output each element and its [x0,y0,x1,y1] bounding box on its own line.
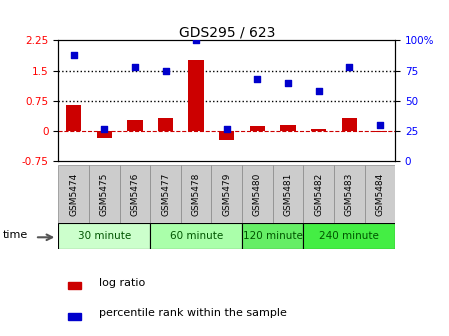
Bar [127,120,143,131]
FancyBboxPatch shape [242,165,273,223]
Bar [250,126,265,131]
Bar [97,131,112,138]
Text: 240 minute: 240 minute [319,231,379,241]
Text: 120 minute: 120 minute [243,231,303,241]
Point [193,38,200,43]
Point [131,64,138,70]
Point [315,88,322,94]
FancyBboxPatch shape [150,223,242,249]
Point [346,64,353,70]
Title: GDS295 / 623: GDS295 / 623 [179,25,275,39]
Point [284,80,291,85]
Text: GSM5476: GSM5476 [130,172,139,216]
Point [254,76,261,82]
FancyBboxPatch shape [150,165,181,223]
FancyBboxPatch shape [58,165,89,223]
Bar [342,118,357,131]
Text: GSM5477: GSM5477 [161,172,170,216]
Point [162,68,169,73]
Text: GSM5478: GSM5478 [192,172,201,216]
FancyBboxPatch shape [242,223,303,249]
Bar [68,312,81,320]
FancyBboxPatch shape [365,165,395,223]
Text: GSM5474: GSM5474 [69,172,78,216]
Text: percentile rank within the sample: percentile rank within the sample [99,308,286,319]
Point [70,52,77,57]
FancyBboxPatch shape [211,165,242,223]
FancyBboxPatch shape [58,223,150,249]
Bar [311,129,326,131]
Point [101,126,108,131]
Text: GSM5480: GSM5480 [253,172,262,216]
Bar [189,60,204,131]
Point [223,126,230,131]
Bar [372,131,387,132]
Text: 30 minute: 30 minute [78,231,131,241]
Bar [158,118,173,131]
Text: log ratio: log ratio [99,278,145,288]
Text: GSM5479: GSM5479 [222,172,231,216]
Text: GSM5484: GSM5484 [375,172,384,216]
Text: GSM5482: GSM5482 [314,172,323,216]
Text: 60 minute: 60 minute [170,231,223,241]
Bar [219,131,234,140]
FancyBboxPatch shape [119,165,150,223]
Text: GSM5475: GSM5475 [100,172,109,216]
FancyBboxPatch shape [89,165,119,223]
Point [376,122,383,128]
Text: GSM5481: GSM5481 [283,172,292,216]
Text: GSM5483: GSM5483 [345,172,354,216]
Bar [66,105,81,131]
Bar [68,282,81,289]
FancyBboxPatch shape [273,165,303,223]
Bar [280,125,295,131]
FancyBboxPatch shape [303,223,395,249]
FancyBboxPatch shape [181,165,211,223]
FancyBboxPatch shape [334,165,365,223]
Text: time: time [3,230,28,240]
FancyBboxPatch shape [303,165,334,223]
